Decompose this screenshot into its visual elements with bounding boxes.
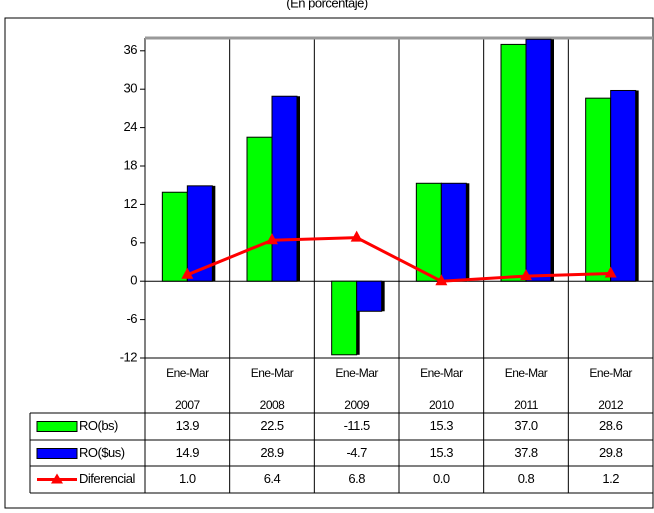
x-tick-label: Ene-Mar 2008	[250, 366, 294, 412]
x-tick-label: Ene-Mar 2012	[589, 366, 632, 412]
legend-swatch	[36, 421, 78, 432]
x-tick-label: Ene-Mar 2010	[420, 366, 463, 412]
line-marker	[520, 269, 532, 281]
legend-marker	[51, 473, 63, 484]
bar	[271, 95, 298, 282]
table-value: 28.6	[599, 418, 623, 433]
bar	[585, 97, 612, 282]
legend-swatch	[36, 448, 78, 459]
legend-label: RO(bs)	[79, 418, 118, 433]
frame	[4, 17, 654, 509]
line-marker	[266, 233, 278, 245]
table-value: 15.3	[430, 445, 454, 460]
bar	[440, 182, 467, 282]
table-value: 1.2	[602, 471, 619, 486]
table-value: 1.0	[179, 471, 196, 486]
bar	[331, 280, 358, 356]
bar	[525, 38, 552, 282]
table-value: -4.7	[346, 445, 367, 460]
table-value: 37.8	[514, 445, 538, 460]
bar	[415, 182, 442, 282]
y-tick-label: -6	[126, 311, 137, 326]
line	[186, 236, 611, 283]
bar	[161, 191, 188, 282]
table-value: 37.0	[514, 418, 538, 433]
table-value: -11.5	[344, 418, 370, 433]
table-value: 22.5	[260, 418, 284, 433]
y-tick-label: 36	[124, 42, 138, 57]
y-tick-label: 6	[130, 234, 137, 249]
x-tick-label: Ene-Mar 2007	[166, 366, 209, 412]
table-value: 13.9	[176, 418, 200, 433]
table-value: 0.0	[433, 471, 450, 486]
bar	[356, 280, 383, 312]
y-tick-label: 12	[124, 196, 138, 211]
line-marker	[604, 266, 617, 278]
bar	[610, 89, 637, 282]
line-marker	[435, 274, 448, 286]
y-tick-label: 24	[124, 119, 138, 134]
chart-subtitle: (En porcentaje)	[286, 0, 368, 10]
y-tick-label: 0	[130, 273, 137, 288]
table-value: 6.4	[264, 471, 281, 486]
y-tick-label: -12	[120, 349, 138, 364]
bar	[246, 136, 273, 282]
y-tick-label: 18	[124, 157, 138, 172]
x-tick-label: Ene-Mar 2009	[335, 366, 378, 412]
table-value: 29.8	[599, 445, 623, 460]
table-value: 0.8	[518, 471, 535, 486]
table-value: 14.9	[176, 445, 200, 460]
table-value: 15.3	[430, 418, 454, 433]
y-tick-label: 30	[124, 81, 138, 96]
table-value: 28.9	[260, 445, 284, 460]
legend-label: Diferencial	[79, 471, 136, 486]
table-value: 6.8	[348, 471, 365, 486]
x-tick-label: Ene-Mar 2011	[504, 366, 548, 412]
legend-label: RO($us)	[79, 445, 125, 460]
line-marker	[181, 267, 194, 279]
bar	[500, 43, 527, 282]
line-marker	[350, 230, 363, 242]
